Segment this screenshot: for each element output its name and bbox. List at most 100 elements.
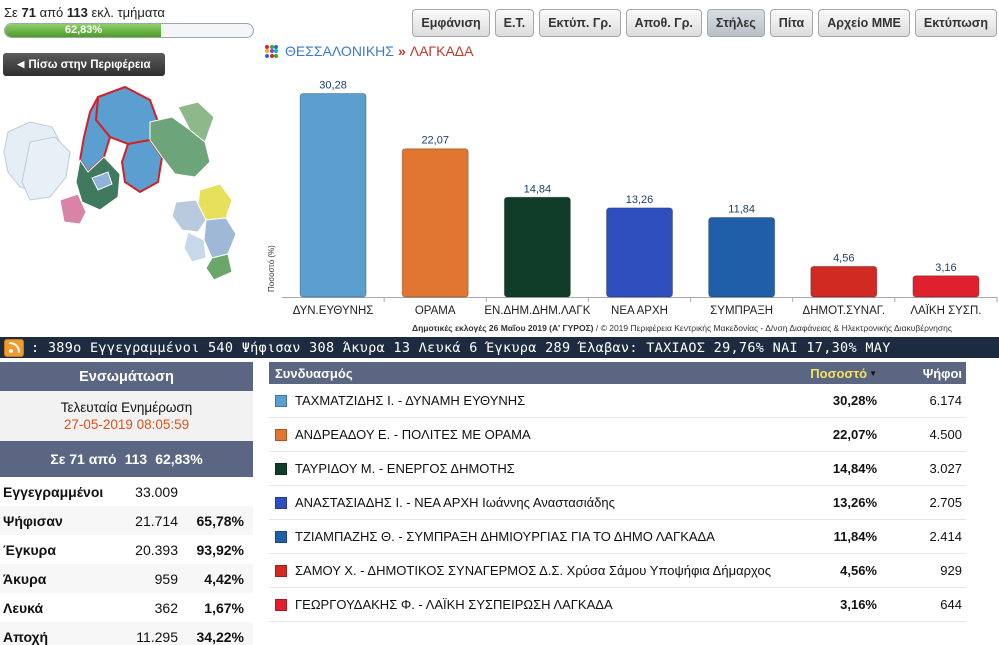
summary-label: Αποχή xyxy=(3,628,49,645)
bar[interactable] xyxy=(401,148,469,298)
toolbar-button-2[interactable]: Εκτύπ. Γρ. xyxy=(539,9,621,37)
toolbar-button-6[interactable]: Αρχείο ΜΜΕ xyxy=(818,9,910,37)
result-row[interactable]: ΓΕΩΡΓΟΥΔΑΚΗΣ Φ. - ΛΑΪΚΗ ΣΥΣΠΕΙΡΩΣΗ ΛΑΓΚΑ… xyxy=(269,588,966,622)
y-axis-label: Ποσοστό (%) xyxy=(267,245,276,292)
party-percent: 13,26% xyxy=(832,495,877,510)
summary-row: Λευκά 362 1,67% xyxy=(0,593,253,622)
party-name: ΑΝΑΣΤΑΣΙΑΔΗΣ Ι. - ΝΕΑ ΑΡΧΗ Ιωάννης Αναστ… xyxy=(295,495,615,510)
party-name: ΤΑΧΜΑΤΖΙΔΗΣ Ι. - ΔΥΝΑΜΗ ΕΥΘΥΝΗΣ xyxy=(295,393,526,408)
progress-prefix: Σε xyxy=(4,5,18,20)
summary-title: Ενσωμάτωση xyxy=(0,362,253,391)
party-color-swatch xyxy=(275,598,287,611)
summary-update: Τελευταία Ενημέρωση 27-05-2019 08:05:59 xyxy=(0,391,253,441)
bar-value-label: 4,56 xyxy=(833,252,854,264)
party-votes: 929 xyxy=(940,563,962,578)
summary-label: Ψήφισαν xyxy=(3,512,63,529)
party-percent: 4,56% xyxy=(840,563,877,578)
breadcrumb-separator: » xyxy=(397,43,406,59)
results-header: Συνδυασμός Ποσοστό ▼ Ψήφοι xyxy=(269,362,966,384)
toolbar: Εμφάνιση Ε.Τ. Εκτύπ. Γρ. Αποθ. Γρ. Στήλες Πίτ… xyxy=(412,9,997,37)
summary-percent: 4,42% xyxy=(204,570,244,587)
summary-count: Σε 71 από 113 62,83% xyxy=(0,441,253,477)
results-rows: ΤΑΧΜΑΤΖΙΔΗΣ Ι. - ΔΥΝΑΜΗ ΕΥΘΥΝΗΣ 30,28% 6.1… xyxy=(269,384,966,622)
progress-from: από xyxy=(39,5,64,20)
x-tick-label: ΕΝ.ΔΗΜ.ΔΗΜ.ΛΑΓΚ xyxy=(484,305,590,317)
result-row[interactable]: ΑΝΔΡΕΑΔΟΥ Ε. - ΠΟΛΙΤΕΣ ΜΕ ΟΡΑΜΑ 22,07% 4.5… xyxy=(269,418,966,452)
summary-panel: Ενσωμάτωση Τελευταία Ενημέρωση 27-05-201… xyxy=(0,362,253,645)
count-counted: Σε 71 από xyxy=(50,451,117,467)
bar[interactable] xyxy=(606,207,673,298)
bar[interactable] xyxy=(503,196,571,298)
party-votes: 2.705 xyxy=(929,495,962,510)
party-votes: 2.414 xyxy=(929,529,962,544)
colored-dots-icon xyxy=(265,44,278,58)
col-header-percent[interactable]: Ποσοστό ▼ xyxy=(806,366,891,381)
progress-bar: 62,83% xyxy=(4,23,254,38)
party-votes: 6.174 xyxy=(929,393,962,408)
x-tick-label: ΔΗΜΟΤ.ΣΥΝΑΓ. xyxy=(803,305,886,317)
progress-percent: 62,83% xyxy=(64,24,103,36)
summary-row: Άκυρα 959 4,42% xyxy=(0,564,253,593)
result-row[interactable]: ΤΑΧΜΑΤΖΙΔΗΣ Ι. - ΔΥΝΑΜΗ ΕΥΘΥΝΗΣ 30,28% 6.1… xyxy=(269,384,966,418)
toolbar-button-5[interactable]: Πίτα xyxy=(769,9,814,37)
party-votes: 4.500 xyxy=(929,427,962,442)
summary-label: Εγγεγραμμένοι xyxy=(3,483,104,500)
municipality-map[interactable] xyxy=(0,82,258,292)
bar-value-label: 3,16 xyxy=(935,262,956,274)
breadcrumb-current: ΛΑΓΚΑΔΑ xyxy=(409,43,474,59)
result-row[interactable]: ΣΑΜΟΥ Χ. - ΔΗΜΟΤΙΚΟΣ ΣΥΝΑΓΕΡΜΟΣ Δ.Σ. Χρύ… xyxy=(269,554,966,588)
summary-label: Έγκυρα xyxy=(3,541,56,558)
chart-svg: Ποσοστό (%) 30,28 ΔΥΝ.ΕΥΘΥΝΗΣ 22,07 ΟΡΑΜΑ 14,… xyxy=(267,80,998,317)
bar[interactable] xyxy=(299,93,367,298)
result-row[interactable]: ΑΝΑΣΤΑΣΙΑΔΗΣ Ι. - ΝΕΑ ΑΡΧΗ Ιωάννης Αναστ… xyxy=(269,486,966,520)
breadcrumb-parent-link[interactable]: ΘΕΣΣΑΛΟΝΙΚΗΣ xyxy=(285,43,394,59)
sort-desc-icon: ▼ xyxy=(869,368,877,378)
party-percent: 30,28% xyxy=(832,393,877,408)
rss-icon[interactable] xyxy=(4,338,24,357)
bar[interactable] xyxy=(912,275,980,298)
news-ticker: : 389ο Εγγεγραμμένοι 540 Ψήφισαν 308 Άκυ… xyxy=(0,337,999,358)
party-name: ΣΑΜΟΥ Χ. - ΔΗΜΟΤΙΚΟΣ ΣΥΝΑΓΕΡΜΟΣ Δ.Σ. Χρύ… xyxy=(295,563,771,578)
result-row[interactable]: ΤΑΥΡΙΔΟΥ Μ. - ΕΝΕΡΓΟΣ ΔΗΜΟΤΗΣ 14,84% 3.027 xyxy=(269,452,966,486)
party-percent: 11,84% xyxy=(833,529,877,544)
x-tick-label: ΝΕΑ ΑΡΧΗ xyxy=(611,305,668,317)
back-arrow-icon: ◀ xyxy=(17,59,25,69)
party-name: ΑΝΔΡΕΑΔΟΥ Ε. - ΠΟΛΙΤΕΣ ΜΕ ΟΡΑΜΑ xyxy=(295,427,531,442)
summary-percent: 65,78% xyxy=(196,512,244,529)
toolbar-button-0[interactable]: Εμφάνιση xyxy=(412,9,490,37)
progress-fill xyxy=(5,24,161,37)
map-svg xyxy=(3,85,237,281)
bar-value-label: 11,84 xyxy=(728,203,755,215)
chart-footer-election: Δημοτικές εκλογές 26 Μαΐου 2019 (Α' ΓΥΡΟ… xyxy=(412,323,594,333)
party-percent: 3,16% xyxy=(840,597,877,612)
bar-value-label: 14,84 xyxy=(524,183,552,195)
bar[interactable] xyxy=(810,265,878,298)
party-name: ΤΖΙΑΜΠΑΖΗΣ Θ. - ΣΥΜΠΡΑΞΗ ΔΗΜΙΟΥΡΓΙΑΣ ΓΙΑ… xyxy=(295,529,715,544)
x-tick-label: ΛΑΪΚΗ ΣΥΣΠ. xyxy=(910,305,981,317)
chart-footer-copyright: / © 2019 Περιφέρεια Κεντρικής Μακεδονίας… xyxy=(593,323,952,333)
progress-suffix: εκλ. τμήματα xyxy=(91,5,165,20)
party-color-swatch xyxy=(275,564,287,577)
back-to-region-button[interactable]: ◀ Πίσω στην Περιφέρεια xyxy=(3,53,165,76)
party-color-swatch xyxy=(275,530,287,543)
x-tick-label: ΣΥΜΠΡΑΞΗ xyxy=(710,305,773,317)
toolbar-button-4[interactable]: Στήλες xyxy=(706,9,765,37)
toolbar-button-1[interactable]: Ε.Τ. xyxy=(494,9,535,37)
breadcrumb: ΘΕΣΣΑΛΟΝΙΚΗΣ » ΛΑΓΚΑΔΑ xyxy=(265,43,474,59)
summary-value: 20.393 xyxy=(135,541,178,558)
toolbar-button-7[interactable]: Εκτύπωση xyxy=(914,9,997,37)
result-row[interactable]: ΤΖΙΑΜΠΑΖΗΣ Θ. - ΣΥΜΠΡΑΞΗ ΔΗΜΙΟΥΡΓΙΑΣ ΓΙΑ… xyxy=(269,520,966,554)
summary-value: 33.009 xyxy=(135,483,178,500)
col-header-combination[interactable]: Συνδυασμός xyxy=(275,365,353,381)
back-button-label: Πίσω στην Περιφέρεια xyxy=(28,58,151,71)
toolbar-button-3[interactable]: Αποθ. Γρ. xyxy=(625,9,702,37)
count-total: 113 xyxy=(124,451,148,467)
update-label: Τελευταία Ενημέρωση xyxy=(60,400,193,415)
x-tick-label: ΔΥΝ.ΕΥΘΥΝΗΣ xyxy=(293,305,374,317)
col-header-votes[interactable]: Ψήφοι xyxy=(922,365,962,381)
summary-row: Ψήφισαν 21.714 65,78% xyxy=(0,506,253,535)
bar-chart: Ποσοστό (%) 30,28 ΔΥΝ.ΕΥΘΥΝΗΣ 22,07 ΟΡΑΜΑ 14,… xyxy=(262,62,999,338)
party-percent: 22,07% xyxy=(832,427,877,442)
progress-counted: 71 xyxy=(21,5,36,20)
bar[interactable] xyxy=(708,216,776,298)
